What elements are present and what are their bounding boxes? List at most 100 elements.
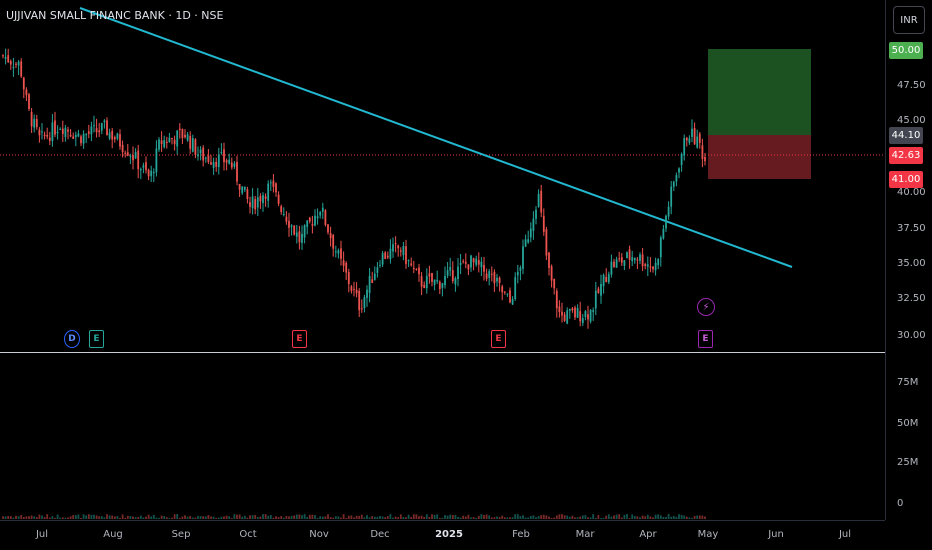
volume-bar [483,514,485,519]
candle-body [587,314,589,320]
volume-bar [74,515,77,519]
volume-bar [145,516,147,519]
earnings-event-icon[interactable]: E [491,330,506,348]
candle-body [581,318,584,324]
volume-bar [623,514,626,519]
volume-bar [30,515,33,519]
volume-bar [444,515,446,519]
candle-body [412,267,415,269]
volume-bar [93,514,95,519]
candle-body [137,150,140,170]
volume-bar [423,516,426,519]
volume-bar [347,515,350,519]
volume-bar [363,517,366,519]
volume-bar [678,514,680,519]
volume-bar [620,517,623,519]
currency-button[interactable]: INR [893,6,925,34]
volume-bar [345,517,348,519]
volume-bar [493,517,496,519]
candle-body [451,270,454,282]
volume-bar [563,515,566,519]
volume-bar [618,514,621,519]
candle-body [597,288,600,294]
volume-bar [353,517,355,519]
volume-bar [95,515,98,519]
volume-bar [480,514,483,519]
candle-body [46,134,49,137]
volume-bar [285,515,288,519]
candle-body [113,137,116,140]
candle-body [150,170,153,177]
volume-bar [332,517,335,519]
volume-bar [230,517,233,519]
candle-body [568,308,571,311]
candle-body [25,89,28,96]
volume-bar [431,514,433,519]
volume-bar [160,515,163,519]
dividend-event-icon[interactable]: D [64,330,80,348]
candle-body [496,277,498,282]
candle-body [210,162,212,165]
candle-body [631,257,634,262]
volume-bar [59,517,62,519]
volume-bar [249,515,251,519]
symbol-header[interactable]: UJJIVAN SMALL FINANC BANK · 1D · NSE [6,9,224,22]
candle-body [644,264,647,266]
volume-bar [262,514,264,519]
volume-bar [142,517,145,519]
volume-bar [659,515,662,519]
candle-body [106,120,108,136]
volume-bar [399,514,402,519]
candle-body [545,229,548,256]
candle-body [662,228,665,239]
volume-bar [680,514,683,519]
candle-body [48,137,51,141]
candle-body [407,260,410,262]
volume-bar [459,517,462,519]
candle-body [490,273,493,275]
candle-body [319,212,322,216]
volume-bar [275,516,277,519]
loss-zone[interactable] [708,135,811,179]
price-label: 45.00 [897,115,926,126]
candle-body [17,61,20,66]
volume-bar [509,517,511,519]
volume-bar [667,514,670,519]
candle-body [249,202,251,207]
volume-bar [272,517,275,519]
earnings-event-icon[interactable]: E [698,330,713,348]
candle-body [108,132,111,139]
volume-bar [69,516,72,519]
volume-bar [568,516,571,519]
volume-bar [670,516,673,519]
split-event-icon[interactable]: ⚡ [697,298,715,316]
volume-bar [405,517,407,519]
candle-body [77,133,80,137]
candle-body [410,263,413,266]
candle-body [277,194,280,204]
earnings-event-icon[interactable]: E [292,330,307,348]
volume-bar [329,517,332,519]
price-label: 47.50 [897,80,926,91]
candle-body [358,290,361,311]
volume-bar [199,516,202,519]
volume-bar [178,517,181,519]
candle-body [652,266,654,270]
candle-body [420,276,423,287]
candle-body [446,270,449,276]
volume-bar [204,516,207,519]
trendline[interactable] [79,7,793,268]
candle-body [480,261,483,268]
volume-bar [545,515,548,519]
candle-body [438,281,441,290]
candle-body [158,139,160,150]
candle-body [641,254,644,267]
profit-zone[interactable] [708,49,811,135]
earnings-event-icon[interactable]: E [89,330,104,348]
candle-body [103,120,106,123]
candle-body [600,283,602,296]
volume-bar [672,515,675,519]
volume-bar [256,517,259,519]
volume-bars [2,514,706,519]
